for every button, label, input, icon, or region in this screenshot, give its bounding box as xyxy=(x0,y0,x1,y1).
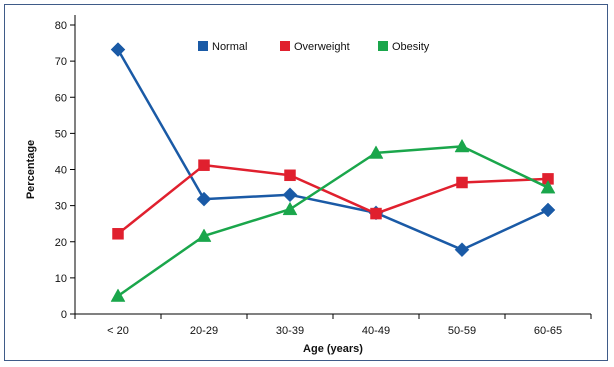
x-tick-label: 60-65 xyxy=(534,325,562,337)
data-point xyxy=(198,159,210,171)
y-axis-title: Percentage xyxy=(25,140,37,199)
legend-label: Normal xyxy=(212,41,247,53)
data-point xyxy=(454,138,470,153)
series-line xyxy=(117,163,549,235)
legend-swatch xyxy=(198,41,208,51)
data-point xyxy=(196,191,212,207)
data-point xyxy=(110,42,126,57)
x-tick-label: 30-39 xyxy=(276,325,304,337)
x-tick-label: 20-29 xyxy=(190,325,218,337)
legend-label: Obesity xyxy=(392,41,430,53)
legend-swatch xyxy=(280,41,290,51)
series-layer xyxy=(110,42,556,302)
y-tick-label: 20 xyxy=(55,237,67,249)
x-tick-label: < 20 xyxy=(107,325,129,337)
data-point xyxy=(112,228,124,240)
series-line xyxy=(117,145,549,297)
data-point xyxy=(454,242,470,258)
y-axis: 0 10 20 30 40 50 60 70 80 xyxy=(55,15,76,321)
legend: Normal Overweight Obesity xyxy=(198,41,430,53)
data-point xyxy=(282,187,298,203)
x-tick-label: 40-49 xyxy=(362,325,390,337)
series-obesity xyxy=(110,138,556,302)
series-line xyxy=(116,48,549,251)
data-point xyxy=(540,180,556,194)
y-tick-label: 70 xyxy=(55,56,67,68)
x-tick-label: 50-59 xyxy=(448,325,476,337)
data-point xyxy=(540,202,556,218)
y-tick-label: 10 xyxy=(55,273,67,285)
legend-label: Overweight xyxy=(294,41,350,53)
data-point xyxy=(370,207,382,220)
y-tick-label: 60 xyxy=(55,92,67,104)
x-axis-title: Age (years) xyxy=(303,343,363,355)
y-tick-label: 50 xyxy=(55,128,67,140)
data-point xyxy=(110,288,126,302)
y-tick-label: 30 xyxy=(55,201,67,213)
series-normal xyxy=(110,42,556,258)
data-point xyxy=(282,201,298,216)
data-point xyxy=(196,228,212,242)
data-point xyxy=(456,176,468,189)
series-overweight xyxy=(112,159,554,240)
y-tick-label: 80 xyxy=(55,20,67,32)
y-tick-label: 0 xyxy=(61,309,67,321)
data-point xyxy=(368,145,384,159)
x-axis: < 20 20-29 30-39 40-49 50-59 60-65 xyxy=(74,313,592,337)
legend-swatch xyxy=(378,41,388,51)
data-point xyxy=(284,169,296,182)
y-tick-label: 40 xyxy=(55,165,67,177)
